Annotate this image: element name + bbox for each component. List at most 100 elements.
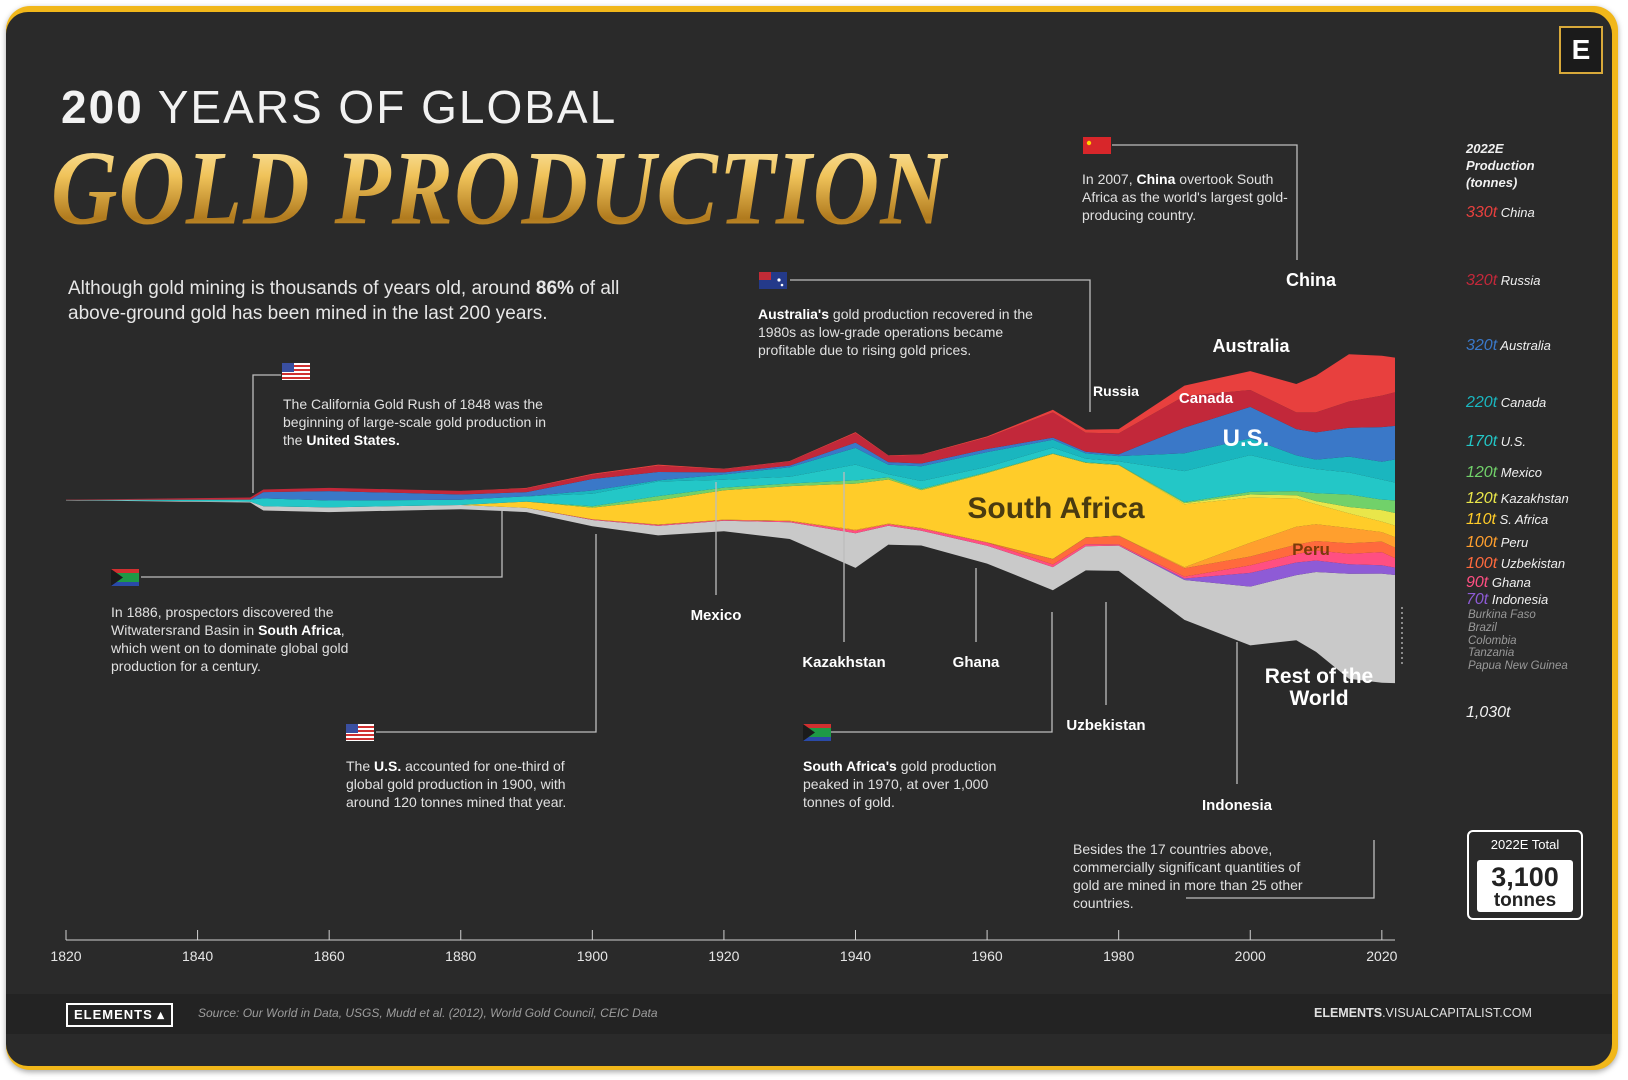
intro-text: Although gold mining is thousands of yea… (68, 276, 668, 326)
legend-name: Ghana (1488, 575, 1531, 590)
legend-minor-item: Papua New Guinea (1468, 660, 1568, 673)
legend-minor-item: Tanzania (1468, 647, 1515, 660)
legend-value: 120t (1466, 490, 1498, 507)
note-us1900-pre: The (346, 758, 375, 774)
note-us1900: The U.S. accounted for one-third of glob… (346, 757, 596, 811)
legend-item-uzbekistan: 100t Uzbekistan (1466, 555, 1565, 573)
callout-line-besides (1186, 840, 1375, 899)
callout-line-sa1970 (831, 612, 1053, 733)
footer-site-bold: ELEMENTS (1314, 1006, 1383, 1020)
intro-bold: 86% (535, 278, 574, 299)
intro-pre: Although gold mining is thousands of yea… (68, 278, 536, 299)
legend-name: Peru (1497, 535, 1529, 550)
elements-logo-mark: E (1559, 26, 1603, 74)
footer-site-rest: .VISUALCAPITALIST.COM (1382, 1006, 1532, 1020)
stream-russia (66, 390, 1395, 500)
legend-value: 320t (1466, 272, 1498, 289)
flag-china (1083, 137, 1111, 154)
flag-south-africa-1970 (803, 724, 831, 741)
note-sa1970-post: gold production peaked in 1970, at over … (803, 758, 997, 810)
note-witwatersrand: In 1886, prospectors discovered the Witw… (111, 603, 371, 675)
flag-south-africa-1886 (111, 569, 139, 586)
legend-rest-value: 1,030t (1466, 704, 1510, 722)
note-besides: Besides the 17 countries above, commerci… (1073, 841, 1303, 911)
legend-item-china: 330t China (1466, 204, 1535, 222)
legend-value: 320t (1466, 337, 1498, 354)
callout-line-australia (790, 279, 1091, 412)
legend-title-line-1: 2022E (1466, 141, 1504, 156)
note-witwatersrand-bold: South Africa (258, 622, 341, 638)
footer: ELEMENTS ▴ Source: Our World in Data, US… (6, 994, 1612, 1034)
legend-item-kazakhstan: 120t Kazakhstan (1466, 490, 1569, 508)
infographic-panel: 1820 1840 1860 1880 1900 1920 1940 1960 1980 2000… (6, 12, 1612, 1066)
legend-item-s-africa: 110t S. Africa (1466, 511, 1548, 529)
logo-icon: ▴ (157, 1007, 165, 1022)
note-china-post: overtook South Africa as the world's lar… (1082, 171, 1288, 223)
flag-australia (759, 272, 787, 289)
x-tick-label: 1980 (1103, 948, 1134, 964)
stream-south-africa (66, 453, 1395, 568)
stream-china (66, 354, 1395, 500)
legend-name: Canada (1497, 395, 1547, 410)
label-ghana: Ghana (952, 654, 1000, 671)
legend-item-mexico: 120t Mexico (1466, 464, 1542, 482)
label-rest-of-world: Rest of the World (1264, 665, 1374, 710)
title-rest: YEARS OF GLOBAL (143, 81, 618, 133)
note-sa1970: South Africa's gold production peaked in… (803, 757, 1003, 811)
legend-item-ghana: 90t Ghana (1466, 574, 1531, 592)
legend-name: Kazakhstan (1497, 491, 1569, 506)
legend-title-line-3: (tonnes) (1466, 175, 1518, 190)
stream-uzbekistan (66, 499, 1395, 577)
note-australia-bold: Australia's (758, 306, 830, 322)
intro-post: of all above-ground gold has been mined … (68, 278, 620, 324)
streamgraph-chart: 1820 1840 1860 1880 1900 1920 1940 1960 1980 2000… (50, 137, 1403, 964)
x-tick-label: 1900 (577, 948, 608, 964)
legend-value: 330t (1466, 204, 1498, 221)
legend-title-line-2: Production (1466, 158, 1535, 173)
footer-elements-logo[interactable]: ELEMENTS ▴ (66, 1003, 173, 1027)
total-unit: tonnes (1493, 890, 1557, 911)
stream-ghana (66, 499, 1395, 579)
total-box: 2022E Total 3,100 tonnes (1467, 830, 1583, 920)
note-china-pre: In 2007, (1082, 171, 1137, 187)
total-value: 3,100 (1491, 862, 1559, 892)
x-tick-label: 1840 (182, 948, 213, 964)
legend-name: China (1497, 205, 1535, 220)
note-australia: Australia's gold production recovered in… (758, 305, 1058, 359)
note-australia-post: gold production recovered in the 1980s a… (758, 306, 1033, 358)
label-peru: Peru (1292, 540, 1330, 559)
flag-us-1900 (346, 724, 374, 741)
stream-canada (66, 438, 1395, 501)
legend-name: Russia (1497, 273, 1541, 288)
x-tick-label: 1940 (840, 948, 871, 964)
title-line-1: 200 YEARS OF GLOBAL (61, 80, 617, 134)
label-indonesia: Indonesia (1201, 797, 1272, 814)
x-tick-label: 2020 (1366, 948, 1397, 964)
frame: 1820 1840 1860 1880 1900 1920 1940 1960 1980 2000… (6, 6, 1618, 1070)
legend-value: 90t (1466, 574, 1489, 591)
label-russia: Russia (1093, 383, 1139, 399)
label-south-africa: South Africa (967, 492, 1145, 525)
label-mexico: Mexico (690, 607, 742, 624)
footer-site[interactable]: ELEMENTS.VISUALCAPITALIST.COM (1314, 1006, 1532, 1020)
callout-line-us1900 (376, 534, 597, 733)
label-kazakhstan: Kazakhstan (802, 654, 886, 671)
x-tick-label: 1920 (708, 948, 739, 964)
x-tick-label: 2000 (1235, 948, 1266, 964)
legend-item-peru: 100t Peru (1466, 534, 1528, 552)
note-sa1970-bold: South Africa's (803, 758, 897, 774)
legend-name: Mexico (1497, 465, 1542, 480)
legend-title: 2022E Production (tonnes) (1466, 140, 1535, 191)
label-australia: Australia (1212, 336, 1290, 356)
footer-logo-text: ELEMENTS (74, 1007, 153, 1022)
legend-name: Australia (1497, 338, 1551, 353)
legend-minor-item: Burkina Faso (1468, 609, 1536, 621)
label-china: China (1285, 270, 1336, 290)
legend-item-indonesia: 70t Indonesia (1466, 591, 1548, 609)
legend-minor-item: Brazil (1468, 621, 1497, 634)
legend-value: 110t (1466, 511, 1496, 528)
label-canada: Canada (1178, 390, 1234, 407)
legend-value: 120t (1466, 464, 1498, 481)
x-tick-label: 1960 (972, 948, 1003, 964)
legend-item-u-s-: 170t U.S. (1466, 433, 1526, 451)
